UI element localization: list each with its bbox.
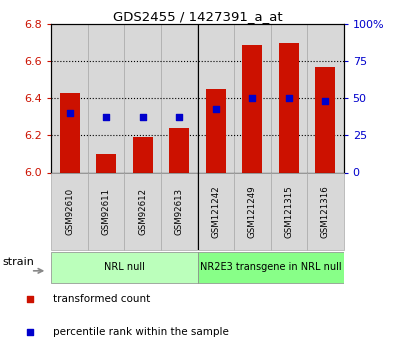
Point [66, 110, 73, 116]
Point [103, 114, 109, 120]
Text: GSM121316: GSM121316 [321, 185, 330, 238]
Text: GSM92610: GSM92610 [65, 188, 74, 235]
Point [176, 114, 182, 120]
Bar [198, 252, 344, 283]
Text: GSM121242: GSM121242 [211, 185, 220, 238]
Text: GSM92613: GSM92613 [175, 188, 184, 235]
Bar [198, 172, 234, 250]
Text: GSM92611: GSM92611 [102, 188, 111, 235]
Bar [307, 172, 344, 250]
Text: NRL null: NRL null [104, 263, 145, 272]
Bar [169, 128, 189, 172]
Text: GSM121249: GSM121249 [248, 185, 257, 238]
Bar [51, 252, 198, 283]
Bar [271, 172, 307, 250]
Bar [124, 172, 161, 250]
Bar [279, 43, 299, 172]
Point [286, 96, 292, 101]
Bar [161, 172, 198, 250]
Bar [271, 24, 307, 172]
Text: GSM92612: GSM92612 [138, 188, 147, 235]
Bar [51, 172, 88, 250]
Bar [124, 24, 161, 172]
Text: NR2E3 transgene in NRL null: NR2E3 transgene in NRL null [200, 263, 341, 272]
Bar [307, 24, 344, 172]
Bar [242, 45, 262, 172]
Bar [88, 172, 124, 250]
Title: GDS2455 / 1427391_a_at: GDS2455 / 1427391_a_at [113, 10, 282, 23]
Bar [234, 172, 271, 250]
Bar [161, 24, 198, 172]
Point [322, 99, 329, 104]
Bar [206, 89, 226, 172]
Bar [133, 137, 153, 172]
Text: GSM121315: GSM121315 [284, 185, 293, 238]
Text: percentile rank within the sample: percentile rank within the sample [53, 327, 228, 337]
Bar [315, 67, 335, 172]
Bar [198, 24, 234, 172]
Bar [96, 154, 116, 172]
Text: strain: strain [3, 257, 34, 267]
Point [139, 114, 146, 120]
Bar [88, 24, 124, 172]
Bar [51, 24, 88, 172]
Point [249, 96, 256, 101]
Bar [60, 93, 80, 172]
Text: transformed count: transformed count [53, 294, 150, 304]
Point [213, 106, 219, 111]
Bar [234, 24, 271, 172]
Point [330, 196, 336, 201]
